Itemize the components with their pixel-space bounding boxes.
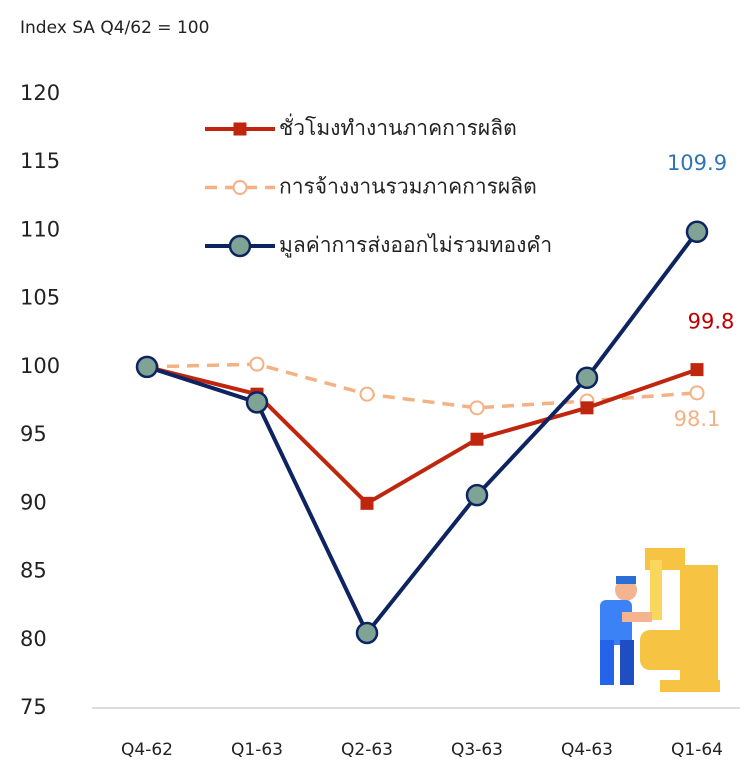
legend-label: มูลค่าการส่งออกไม่รวมทองคำ [279, 233, 552, 258]
x-tick-label: Q4-63 [561, 740, 613, 760]
value-label: 98.1 [674, 407, 721, 431]
point [467, 485, 487, 505]
y-tick-label: 85 [20, 559, 47, 583]
y-tick-label: 115 [20, 149, 60, 173]
point [361, 497, 374, 510]
series [141, 360, 704, 509]
point [247, 392, 267, 412]
legend-label: ชั่วโมงทำงานภาคการผลิต [279, 113, 517, 140]
legend-item: การจ้างงานรวมภาคการผลิต [205, 175, 537, 199]
y-tick-label: 120 [20, 81, 60, 105]
legend-label: การจ้างงานรวมภาคการผลิต [279, 175, 537, 199]
x-tick-label: Q2-63 [341, 740, 393, 760]
illustration [600, 548, 720, 692]
x-tick-label: Q4-62 [121, 740, 173, 760]
y-tick-label: 80 [20, 627, 47, 651]
line [147, 367, 697, 503]
line [147, 232, 697, 633]
legend-item: มูลค่าการส่งออกไม่รวมทองคำ [205, 233, 552, 258]
x-tick-label: Q1-64 [671, 740, 723, 760]
point [137, 357, 157, 377]
chart-title: Index SA Q4/62 = 100 [20, 18, 209, 38]
y-tick-label: 75 [20, 695, 47, 719]
point [687, 222, 707, 242]
y-tick-label: 110 [20, 217, 60, 241]
x-tick-label: Q3-63 [451, 740, 503, 760]
value-label: 109.9 [667, 151, 727, 175]
value-label: 99.8 [688, 310, 735, 334]
point [691, 386, 704, 399]
point [691, 363, 704, 376]
x-tick-label: Q1-63 [231, 740, 283, 760]
point [357, 623, 377, 643]
chart: Index SA Q4/62 = 100 75 80 85 90 95 100 105 110… [0, 0, 756, 772]
y-tick-label: 95 [20, 422, 47, 446]
point [471, 433, 484, 446]
legend-marker [234, 181, 247, 194]
legend-marker [234, 123, 247, 136]
legend-marker [230, 236, 250, 256]
y-tick-label: 105 [20, 286, 60, 310]
legend-item: ชั่วโมงทำงานภาคการผลิต [205, 113, 517, 140]
point [361, 388, 374, 401]
point [251, 358, 264, 371]
y-tick-label: 90 [20, 490, 47, 514]
y-tick-label: 100 [20, 354, 60, 378]
point [471, 401, 484, 414]
point [577, 368, 597, 388]
point [581, 401, 594, 414]
